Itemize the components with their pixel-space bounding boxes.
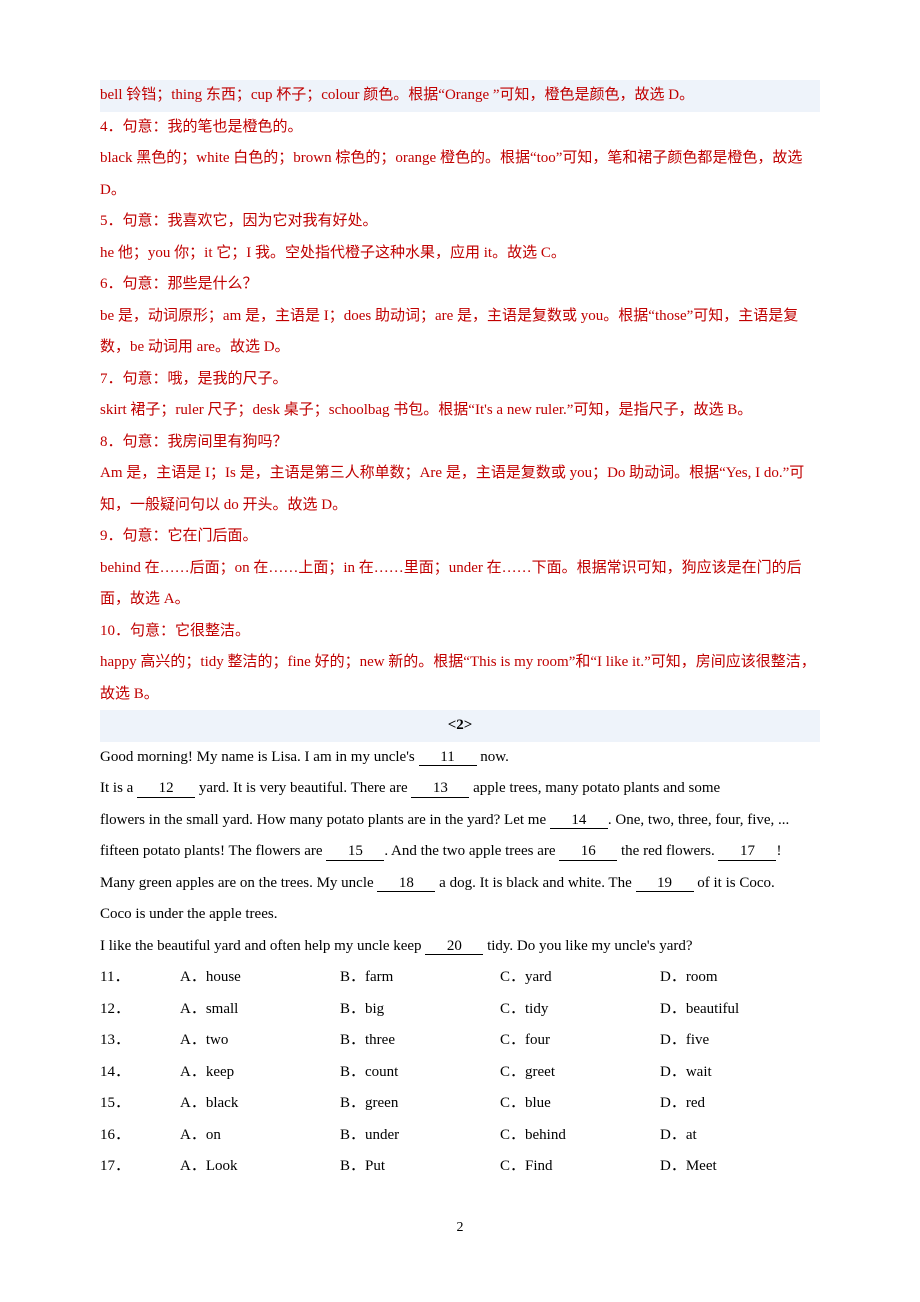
passage-line-6: Coco is under the apple trees. xyxy=(100,899,820,931)
blank-16: 16 xyxy=(559,843,617,861)
passage-line-5: Many green apples are on the trees. My u… xyxy=(100,868,820,900)
page-number: 2 xyxy=(100,1213,820,1242)
option-c: C．greet xyxy=(500,1057,660,1089)
option-b: B．under xyxy=(340,1120,500,1152)
option-row: 15．A．blackB．greenC．blueD．red xyxy=(100,1088,820,1120)
option-d: D．Meet xyxy=(660,1151,820,1183)
option-c: C．yard xyxy=(500,962,660,994)
option-c: C．four xyxy=(500,1025,660,1057)
blank-12: 12 xyxy=(137,780,195,798)
option-number: 15． xyxy=(100,1088,180,1120)
question-10: 10．句意：它很整洁。 xyxy=(100,616,820,648)
option-d: D．at xyxy=(660,1120,820,1152)
passage-line-1: Good morning! My name is Lisa. I am in m… xyxy=(100,742,820,774)
option-d: D．room xyxy=(660,962,820,994)
option-c: C．tidy xyxy=(500,994,660,1026)
question-4: 4．句意：我的笔也是橙色的。 xyxy=(100,112,820,144)
option-a: A．black xyxy=(180,1088,340,1120)
answer-8: Am 是，主语是 I；Is 是，主语是第三人称单数；Are 是，主语是复数或 y… xyxy=(100,458,820,521)
option-b: B．Put xyxy=(340,1151,500,1183)
question-9: 9．句意：它在门后面。 xyxy=(100,521,820,553)
option-row: 17．A．LookB．PutC．FindD．Meet xyxy=(100,1151,820,1183)
passage-line-2: It is a 12 yard. It is very beautiful. T… xyxy=(100,773,820,805)
option-b: B．farm xyxy=(340,962,500,994)
blank-14: 14 xyxy=(550,812,608,830)
option-number: 11． xyxy=(100,962,180,994)
section-2-heading: <2> xyxy=(100,710,820,742)
option-c: C．behind xyxy=(500,1120,660,1152)
answer-9: behind 在……后面；on 在……上面；in 在……里面；under 在……… xyxy=(100,553,820,616)
option-a: A．keep xyxy=(180,1057,340,1089)
option-b: B．three xyxy=(340,1025,500,1057)
answer-6: be 是，动词原形；am 是，主语是 I；does 助动词；are 是，主语是复… xyxy=(100,301,820,364)
blank-13: 13 xyxy=(411,780,469,798)
passage-line-3: flowers in the small yard. How many pota… xyxy=(100,805,820,837)
option-a: A．Look xyxy=(180,1151,340,1183)
option-a: A．small xyxy=(180,994,340,1026)
option-number: 17． xyxy=(100,1151,180,1183)
passage-line-7: I like the beautiful yard and often help… xyxy=(100,931,820,963)
option-row: 13．A．twoB．threeC．fourD．five xyxy=(100,1025,820,1057)
question-6: 6．句意：那些是什么？ xyxy=(100,269,820,301)
question-5: 5．句意：我喜欢它，因为它对我有好处。 xyxy=(100,206,820,238)
answer-7: skirt 裙子；ruler 尺子；desk 桌子；schoolbag 书包。根… xyxy=(100,395,820,427)
question-7: 7．句意：哦，是我的尺子。 xyxy=(100,364,820,396)
blank-17: 17 xyxy=(718,843,776,861)
answer-4: black 黑色的；white 白色的；brown 棕色的；orange 橙色的… xyxy=(100,143,820,206)
option-c: C．blue xyxy=(500,1088,660,1120)
option-row: 11．A．houseB．farmC．yardD．room xyxy=(100,962,820,994)
option-number: 13． xyxy=(100,1025,180,1057)
option-d: D．five xyxy=(660,1025,820,1057)
option-a: A．house xyxy=(180,962,340,994)
option-d: D．wait xyxy=(660,1057,820,1089)
option-number: 16． xyxy=(100,1120,180,1152)
option-b: B．green xyxy=(340,1088,500,1120)
option-d: D．beautiful xyxy=(660,994,820,1026)
option-c: C．Find xyxy=(500,1151,660,1183)
option-row: 12．A．smallB．bigC．tidyD．beautiful xyxy=(100,994,820,1026)
option-a: A．on xyxy=(180,1120,340,1152)
blank-15: 15 xyxy=(326,843,384,861)
option-b: B．big xyxy=(340,994,500,1026)
blank-20: 20 xyxy=(425,938,483,956)
answer-5: he 他；you 你；it 它；I 我。空处指代橙子这种水果，应用 it。故选 … xyxy=(100,238,820,270)
option-row: 14．A．keepB．countC．greetD．wait xyxy=(100,1057,820,1089)
blank-11: 11 xyxy=(419,749,477,767)
passage-line-4: fifteen potato plants! The flowers are 1… xyxy=(100,836,820,868)
blank-18: 18 xyxy=(377,875,435,893)
option-a: A．two xyxy=(180,1025,340,1057)
question-8: 8．句意：我房间里有狗吗？ xyxy=(100,427,820,459)
option-number: 12． xyxy=(100,994,180,1026)
option-d: D．red xyxy=(660,1088,820,1120)
answer-3: bell 铃铛；thing 东西；cup 杯子；colour 颜色。根据“Ora… xyxy=(100,80,820,112)
option-row: 16．A．onB．underC．behindD．at xyxy=(100,1120,820,1152)
answer-10: happy 高兴的；tidy 整洁的；fine 好的；new 新的。根据“Thi… xyxy=(100,647,820,710)
blank-19: 19 xyxy=(636,875,694,893)
option-b: B．count xyxy=(340,1057,500,1089)
option-number: 14． xyxy=(100,1057,180,1089)
